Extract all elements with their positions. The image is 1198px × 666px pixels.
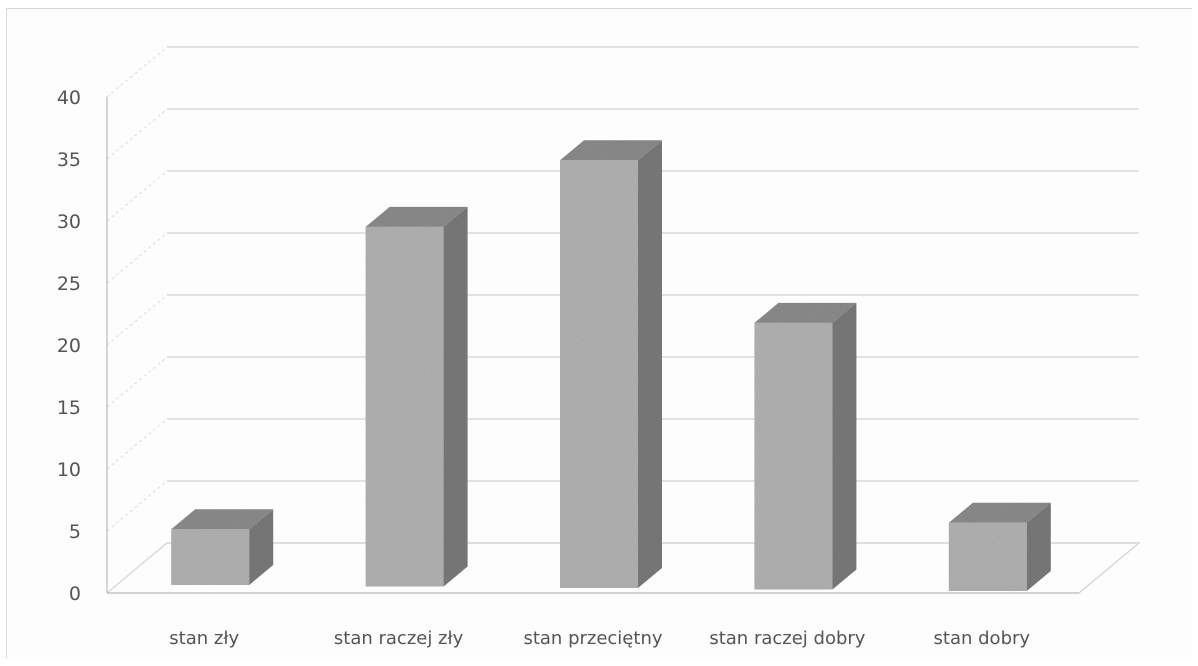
bar (754, 302, 857, 590)
bars (171, 140, 1051, 591)
y-axis: 0 5 10 15 20 25 30 35 40 (57, 87, 1079, 605)
y-tick-label: 15 (57, 397, 81, 419)
y-tick-label: 30 (57, 211, 81, 233)
bar-front-face (365, 226, 444, 587)
bar-top-face (560, 140, 662, 161)
y-tick-label: 25 (57, 273, 81, 295)
bar-top-face (754, 302, 857, 323)
bar-front-face (171, 529, 250, 585)
bar-top-face (948, 502, 1051, 523)
bar-front-face (948, 522, 1027, 591)
bar-side-face (638, 140, 662, 588)
x-category-label: stan zły (169, 628, 239, 649)
bar-chart: 0 5 10 15 20 25 30 35 40 stan zły stan raczej zły… (57, 46, 1141, 649)
gridline-diagonal (106, 108, 168, 160)
bar-side-face (832, 302, 857, 590)
gridline-diagonal (106, 356, 168, 408)
bar-side-face (1026, 502, 1051, 591)
bar-front-face (754, 322, 833, 590)
y-tick-label: 20 (57, 335, 81, 357)
gridline-diagonal (106, 418, 168, 470)
bar-front-face (560, 160, 638, 588)
x-axis-labels: stan zły stan raczej zły stan przeciętny st… (169, 628, 1030, 649)
x-category-label: stan dobry (934, 628, 1031, 649)
x-category-label: stan przeciętny (523, 628, 662, 649)
bar-side-face (249, 509, 274, 585)
gridline-diagonal (106, 170, 168, 222)
gridline-diagonal (106, 46, 168, 98)
y-tick-label: 35 (57, 149, 81, 171)
bar-side-face (443, 206, 468, 587)
bar (560, 140, 662, 588)
bar-top-face (171, 509, 274, 530)
bar-top-face (365, 206, 468, 227)
x-category-label: stan raczej zły (334, 628, 464, 649)
gridline-diagonal (106, 232, 168, 284)
y-tick-label: 10 (57, 459, 81, 481)
gridline-diagonal (106, 542, 168, 594)
gridline-diagonal (106, 480, 168, 532)
bar (365, 206, 468, 587)
y-tick-label: 5 (69, 521, 81, 543)
chart-frame: 0 5 10 15 20 25 30 35 40 stan zły stan raczej zły… (6, 8, 1192, 658)
gridline-diagonal (106, 294, 168, 346)
x-category-label: stan raczej dobry (709, 628, 865, 649)
bar (171, 509, 274, 585)
y-tick-label: 0 (69, 583, 81, 605)
bar (948, 502, 1051, 591)
y-tick-label: 40 (57, 87, 81, 109)
